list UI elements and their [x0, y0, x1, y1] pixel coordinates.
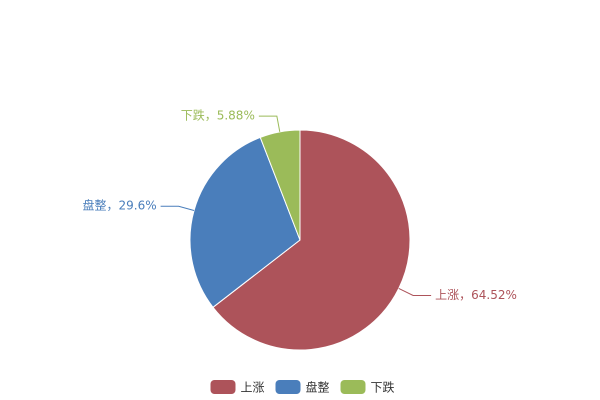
legend-swatch [210, 380, 236, 394]
data-label: 下跌，5.88% [181, 108, 255, 123]
data-label: 上涨，64.52% [435, 287, 517, 302]
pie-slice [189, 136, 301, 309]
legend-label: 下跌 [371, 380, 395, 395]
legend-swatch [275, 380, 301, 394]
legend-label: 上涨 [241, 380, 265, 395]
data-label: 盘整，29.6% [82, 198, 156, 213]
legend-swatch [340, 380, 366, 394]
legend-label: 盘整 [306, 380, 330, 395]
label-line [398, 288, 432, 297]
label-line [160, 205, 195, 211]
pie-slice [259, 129, 301, 241]
label-line [258, 115, 281, 132]
